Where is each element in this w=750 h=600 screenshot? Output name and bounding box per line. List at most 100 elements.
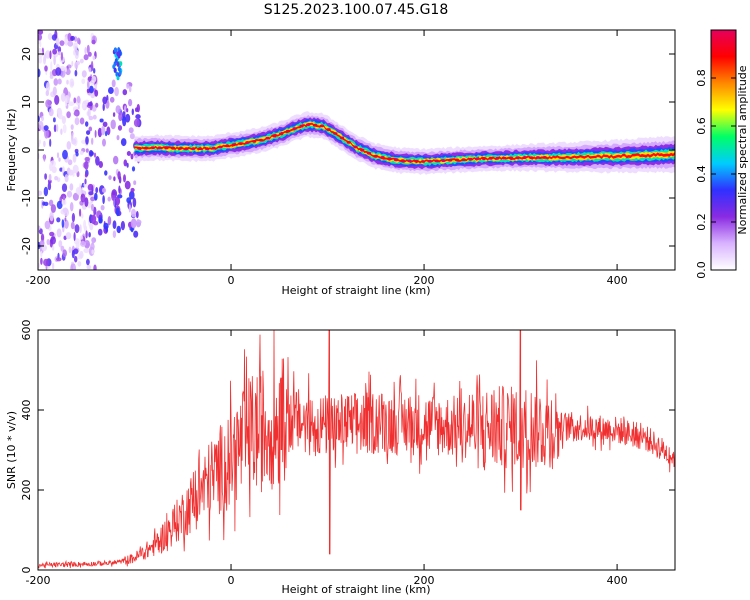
spectrogram-peak-cell xyxy=(420,160,426,163)
spectrogram-noise-cell xyxy=(93,152,97,158)
spectrogram-noise-cell xyxy=(87,102,93,107)
spectrogram-noise-cell xyxy=(69,202,74,212)
spectrogram-noise-cell xyxy=(81,78,86,85)
spectrogram-noise-cell xyxy=(102,138,106,147)
spectrogram-noise-cell xyxy=(58,157,61,162)
spectrogram-noise-cell xyxy=(53,55,56,66)
colorbar-frame xyxy=(710,29,737,271)
spectrogram-peak-cell xyxy=(481,157,487,161)
spectrogram-peak-cell xyxy=(279,132,284,136)
spectrogram-noise-cell xyxy=(92,114,97,120)
spectrogram-noise-cell xyxy=(66,190,73,198)
spectrogram-noise-cell xyxy=(107,196,111,202)
spectrogram-peak-cell xyxy=(292,127,297,130)
spectrogram-noise-cell xyxy=(60,128,63,135)
spectrogram-noise-cell xyxy=(117,66,121,72)
spectrogram-noise-cell xyxy=(89,85,94,94)
spectrogram-noise-cell xyxy=(132,197,137,208)
spectrogram-noise-cell xyxy=(73,232,76,241)
spectrogram-noise-cell xyxy=(88,115,94,121)
spectrogram-noise-cell xyxy=(135,107,139,112)
spectrogram-noise-cell xyxy=(93,206,97,216)
spectrogram-noise-cell xyxy=(93,68,96,74)
spectrogram-noise-cell xyxy=(130,153,134,160)
spectrogram-noise-cell xyxy=(105,225,108,233)
spectrogram-noise-cell xyxy=(95,102,99,108)
spectrogram-noise-cell xyxy=(47,182,52,191)
spectrogram-noise-cell xyxy=(38,30,44,35)
spectrogram-noise-cell xyxy=(116,61,120,67)
spectrogram-noise-cell xyxy=(49,138,52,147)
spectrogram-noise-cell xyxy=(45,99,51,108)
spectrogram-peak-cell xyxy=(339,136,345,140)
snr-xtick-label: 400 xyxy=(607,574,628,587)
spectrogram-noise-cell xyxy=(88,67,92,73)
spectrogram-noise-cell xyxy=(72,192,79,201)
spectrogram-noise-cell xyxy=(43,258,49,266)
spectrogram-noise-cell xyxy=(86,258,90,266)
spectrogram-noise-cell xyxy=(122,89,128,96)
spectrogram-peak-cell xyxy=(137,146,142,150)
spectrogram-noise-cell xyxy=(66,79,69,85)
spectrogram-peak-cell xyxy=(164,146,169,150)
spectrogram-noise-cell xyxy=(64,219,69,229)
spectrogram-peak-cell xyxy=(204,147,210,151)
spectrogram-noise-cell xyxy=(81,103,86,110)
spectrogram-noise-cell xyxy=(80,240,86,247)
spectrogram-noise-cell xyxy=(70,124,74,130)
spectrogram-noise-cell xyxy=(102,96,108,105)
spectrogram-peak-cell xyxy=(502,156,507,160)
spectrogram-noise-cell xyxy=(38,225,41,231)
spectrogram-noise-cell xyxy=(120,138,127,147)
spectrogram-noise-cell xyxy=(70,35,75,41)
spectrogram-peak-cell xyxy=(447,158,453,162)
spectrogram-noise-cell xyxy=(43,154,46,162)
spectrogram-noise-cell xyxy=(126,197,132,204)
colorbar-tick-label: 0.6 xyxy=(695,117,708,135)
snr-ytick-label: 0 xyxy=(20,567,33,574)
spectrogram-noise-cell xyxy=(113,67,117,73)
spectrogram-noise-cell xyxy=(111,79,116,88)
spectrogram-peak-cell xyxy=(238,142,243,146)
spectrogram-xtick-label: -200 xyxy=(26,274,51,287)
spectrogram-noise-cell xyxy=(66,111,71,119)
spectrogram-peak-cell xyxy=(488,157,493,160)
spectrogram-noise-cell xyxy=(126,151,131,156)
spectrogram-peak-cell xyxy=(400,159,405,163)
spectrogram-peak-cell xyxy=(218,145,223,149)
spectrogram-noise-cell xyxy=(59,65,66,72)
spectrogram-noise-cell xyxy=(55,67,62,76)
figure-title: S125.2023.100.07.45.G18 xyxy=(264,2,449,18)
spectrogram-noise-cell xyxy=(91,238,95,245)
spectrogram-noise-cell xyxy=(73,97,77,104)
spectrogram-noise-cell xyxy=(79,224,82,234)
spectrogram-noise-cell xyxy=(49,50,52,60)
spectrogram-noise-cell xyxy=(88,232,91,238)
spectrogram-noise-cell xyxy=(62,249,67,257)
spectrogram-noise-cell xyxy=(39,240,45,247)
spectrogram-noise-cell xyxy=(102,121,108,128)
spectrogram-peak-cell xyxy=(461,158,466,162)
spectrogram-noise-cell xyxy=(133,230,139,238)
spectrogram-noise-cell xyxy=(100,205,105,211)
spectrogram-noise-cell xyxy=(85,121,89,127)
spectrogram-noise-cell xyxy=(51,245,55,251)
spectrogram-noise-cell xyxy=(120,220,125,231)
spectrogram-noise-cell xyxy=(74,117,80,126)
spectrogram-noise-cell xyxy=(68,169,74,176)
spectrogram-noise-cell xyxy=(84,240,90,249)
spectrogram-noise-cell xyxy=(115,105,121,114)
spectrogram-noise-cell xyxy=(38,120,44,131)
spectrogram-noise-cell xyxy=(73,42,78,51)
spectrogram-noise-cell xyxy=(79,150,84,155)
spectrogram-noise-cell xyxy=(64,66,68,73)
spectrogram-peak-cell xyxy=(319,124,324,128)
spectrogram-noise-cell xyxy=(56,228,62,238)
spectrogram-axes: -200 0 200 400 -20 -10 0 10 20 xyxy=(20,30,675,287)
spectrogram-xtick-label: 0 xyxy=(228,274,235,287)
snr-marks xyxy=(38,330,675,569)
spectrogram-noise-cell xyxy=(114,58,118,64)
spectrogram-noise-cell xyxy=(91,203,94,212)
spectrogram-noise-cell xyxy=(108,87,114,94)
